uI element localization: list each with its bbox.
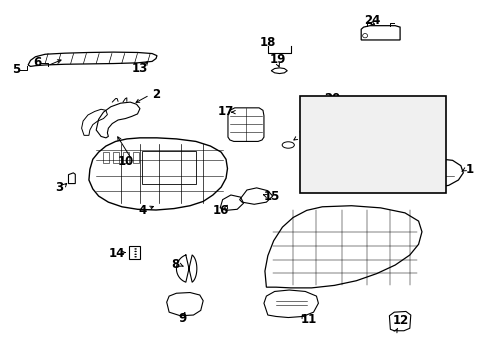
Text: 9: 9	[178, 312, 186, 325]
Text: 16: 16	[213, 203, 229, 216]
Text: 17: 17	[218, 105, 234, 118]
Text: 14: 14	[109, 247, 125, 260]
Text: 20: 20	[323, 92, 340, 105]
Ellipse shape	[134, 256, 137, 257]
Text: 1: 1	[465, 163, 473, 176]
Bar	[132, 152, 138, 163]
Text: 19: 19	[269, 54, 285, 67]
Bar	[300, 96, 446, 193]
Bar	[142, 152, 196, 184]
Text: 11: 11	[300, 313, 316, 326]
Ellipse shape	[134, 248, 137, 249]
Text: 13: 13	[131, 62, 147, 75]
Ellipse shape	[134, 253, 137, 255]
Bar	[128, 246, 140, 259]
Text: 8: 8	[171, 258, 179, 271]
Text: 5: 5	[12, 63, 20, 76]
Bar	[103, 152, 109, 163]
Text: 3: 3	[55, 181, 62, 194]
Bar	[122, 152, 128, 163]
Text: 18: 18	[259, 36, 275, 49]
Text: 4: 4	[138, 204, 146, 217]
Text: 15: 15	[264, 190, 280, 203]
Bar	[113, 152, 119, 163]
Text: 24: 24	[363, 14, 379, 27]
Text: 6: 6	[33, 56, 41, 69]
Text: 21: 21	[302, 113, 317, 123]
Text: 22: 22	[366, 113, 382, 126]
Text: 7: 7	[297, 130, 305, 143]
Ellipse shape	[134, 251, 137, 252]
Text: 12: 12	[392, 314, 408, 327]
Text: 23: 23	[366, 135, 382, 148]
Text: 10: 10	[117, 154, 133, 167]
Text: 2: 2	[152, 89, 160, 102]
